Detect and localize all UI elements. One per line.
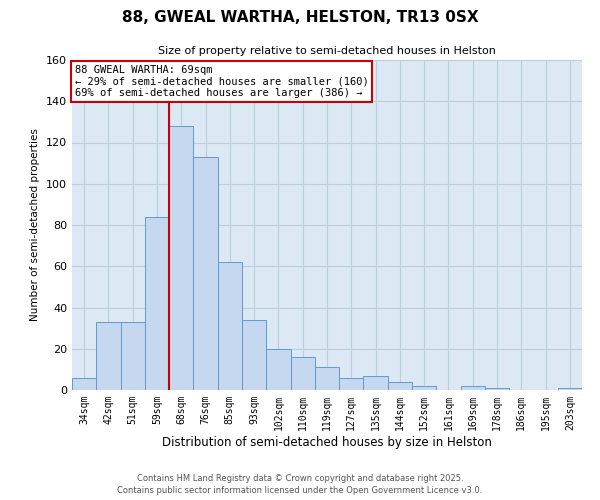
Bar — [72, 378, 96, 390]
Title: Size of property relative to semi-detached houses in Helston: Size of property relative to semi-detach… — [158, 46, 496, 56]
Bar — [96, 322, 121, 390]
Bar — [242, 320, 266, 390]
Bar — [412, 386, 436, 390]
Bar — [218, 262, 242, 390]
Bar — [266, 349, 290, 390]
Bar — [315, 368, 339, 390]
Bar — [461, 386, 485, 390]
Bar — [169, 126, 193, 390]
Bar — [290, 357, 315, 390]
Bar — [145, 217, 169, 390]
Bar — [558, 388, 582, 390]
Bar — [339, 378, 364, 390]
Bar — [121, 322, 145, 390]
Bar — [193, 157, 218, 390]
X-axis label: Distribution of semi-detached houses by size in Helston: Distribution of semi-detached houses by … — [162, 436, 492, 448]
Y-axis label: Number of semi-detached properties: Number of semi-detached properties — [31, 128, 40, 322]
Text: 88 GWEAL WARTHA: 69sqm
← 29% of semi-detached houses are smaller (160)
69% of se: 88 GWEAL WARTHA: 69sqm ← 29% of semi-det… — [74, 65, 368, 98]
Bar — [485, 388, 509, 390]
Bar — [364, 376, 388, 390]
Bar — [388, 382, 412, 390]
Text: Contains HM Land Registry data © Crown copyright and database right 2025.
Contai: Contains HM Land Registry data © Crown c… — [118, 474, 482, 495]
Text: 88, GWEAL WARTHA, HELSTON, TR13 0SX: 88, GWEAL WARTHA, HELSTON, TR13 0SX — [122, 10, 478, 25]
